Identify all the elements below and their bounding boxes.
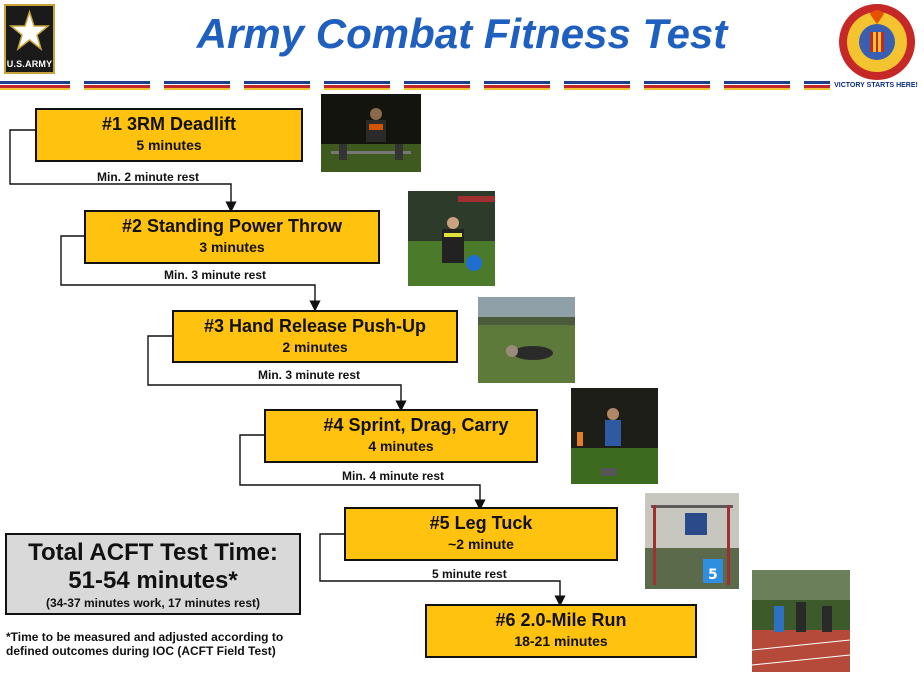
push-up-photo [478, 297, 575, 383]
event-duration: ~2 minute [448, 536, 514, 552]
total-time-heading: Total ACFT Test Time: [28, 539, 278, 566]
event-box-run: #6 2.0-Mile Run 18-21 minutes [425, 604, 697, 658]
event-duration: 5 minutes [136, 137, 202, 153]
event-box-sprint-drag-carry: #4 Sprint, Drag, Carry 4 minutes [264, 409, 538, 463]
event-name: #1 3RM Deadlift [101, 114, 237, 134]
event-name: #2 Standing Power Throw [121, 216, 343, 236]
event-name: #3 Hand Release Push-Up [203, 316, 427, 336]
total-time-box: Total ACFT Test Time: 51-54 minutes* (34… [5, 533, 301, 615]
header-stripe [0, 80, 830, 90]
leg-tuck-photo: 5 [645, 493, 739, 589]
run-photo [752, 570, 850, 672]
rest-label: Min. 2 minute rest [97, 170, 200, 184]
svg-text:5: 5 [708, 567, 718, 583]
army-logo-text: U.S.ARMY [6, 59, 53, 69]
page-title: Army Combat Fitness Test [196, 10, 728, 57]
rest-label: 5 minute rest [432, 567, 507, 581]
event-duration: 2 minutes [282, 339, 348, 355]
rest-label: Min. 3 minute rest [164, 268, 267, 282]
event-duration: 18-21 minutes [514, 633, 608, 649]
sprint-drag-carry-photo [571, 388, 658, 484]
event-name: #4 Sprint, Drag, Carry [323, 415, 509, 435]
rest-label: Min. 4 minute rest [342, 469, 445, 483]
deadlift-photo [321, 94, 421, 172]
event-box-push-up: #3 Hand Release Push-Up 2 minutes [172, 310, 458, 363]
crest-caption: VICTORY STARTS HERE! [834, 82, 918, 89]
total-time-value: 51-54 minutes* [68, 567, 238, 594]
event-name: #5 Leg Tuck [429, 513, 533, 533]
us-army-logo: U.S.ARMY [4, 4, 55, 74]
event-name: #6 2.0-Mile Run [495, 610, 627, 630]
fort-crest-icon [839, 4, 915, 80]
event-duration: 3 minutes [199, 239, 265, 255]
total-time-breakdown: (34-37 minutes work, 17 minutes rest) [45, 596, 261, 610]
rest-label: Min. 3 minute rest [258, 368, 361, 382]
event-box-deadlift: #1 3RM Deadlift 5 minutes [35, 108, 303, 162]
power-throw-photo [408, 191, 495, 286]
footnote: *Time to be measured and adjusted accord… [6, 630, 284, 658]
event-duration: 4 minutes [368, 438, 434, 454]
event-box-power-throw: #2 Standing Power Throw 3 minutes [84, 210, 380, 264]
event-box-leg-tuck: #5 Leg Tuck ~2 minute [344, 507, 618, 561]
